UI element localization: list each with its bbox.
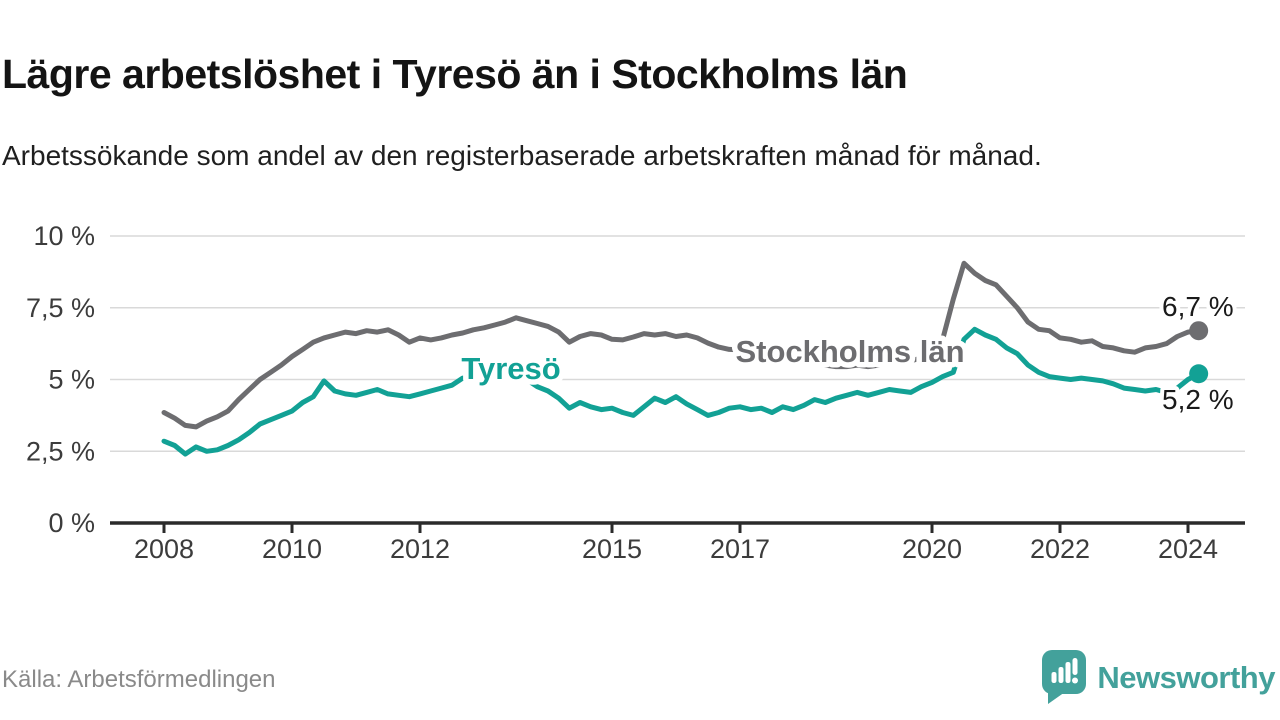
axis-layer: 0 % 2,5 % 5 % 7,5 % 10 % 2008 2010 2012 2015 2017… — [26, 221, 1245, 564]
y-tick-label: 2,5 % — [26, 436, 95, 466]
bar-chart-speech-bubble-icon — [1042, 650, 1087, 704]
series-line-stockholms-l-n — [161, 260, 1202, 430]
page-title: Lägre arbetslöshet i Tyresö än i Stockho… — [2, 51, 908, 98]
series-endpoint-dot-tyres- — [1189, 364, 1209, 384]
x-tick-label: 2024 — [1158, 534, 1218, 564]
newsworthy-logo-text: Newsworthy — [1097, 660, 1275, 695]
source-note: Källa: Arbetsförmedlingen — [2, 666, 276, 693]
y-tick-label: 10 % — [33, 221, 95, 251]
series-label-stockholms-l-n: Stockholms län — [735, 334, 964, 369]
end-value-label-tyres-: 5,2 % — [1162, 384, 1234, 415]
newsworthy-logo: Newsworthy — [1041, 650, 1275, 706]
y-tick-label: 5 % — [48, 365, 95, 395]
y-tick-label: 7,5 % — [26, 293, 95, 323]
x-tick-label: 2022 — [1030, 534, 1090, 564]
end-value-label-stockholms-l-n: 6,7 % — [1162, 291, 1234, 322]
x-tick-label: 2020 — [902, 534, 962, 564]
y-tick-label: 0 % — [48, 508, 95, 538]
x-tick-label: 2017 — [710, 534, 770, 564]
series-layer — [161, 260, 1209, 457]
page-subtitle: Arbetssökande som andel av den registerb… — [2, 140, 1042, 171]
grid-layer — [110, 235, 1245, 453]
series-line-tyres- — [161, 326, 1202, 457]
x-tick-label: 2010 — [262, 534, 322, 564]
x-tick-label: 2012 — [390, 534, 450, 564]
series-endpoint-dot-stockholms-l-n — [1189, 321, 1209, 341]
series-label-tyres-: Tyresö — [461, 351, 560, 386]
label-layer: Stockholms län 6,7 % Tyresö 5,2 % — [456, 287, 1238, 419]
x-tick-label: 2008 — [134, 534, 194, 564]
x-tick-label: 2015 — [582, 534, 642, 564]
